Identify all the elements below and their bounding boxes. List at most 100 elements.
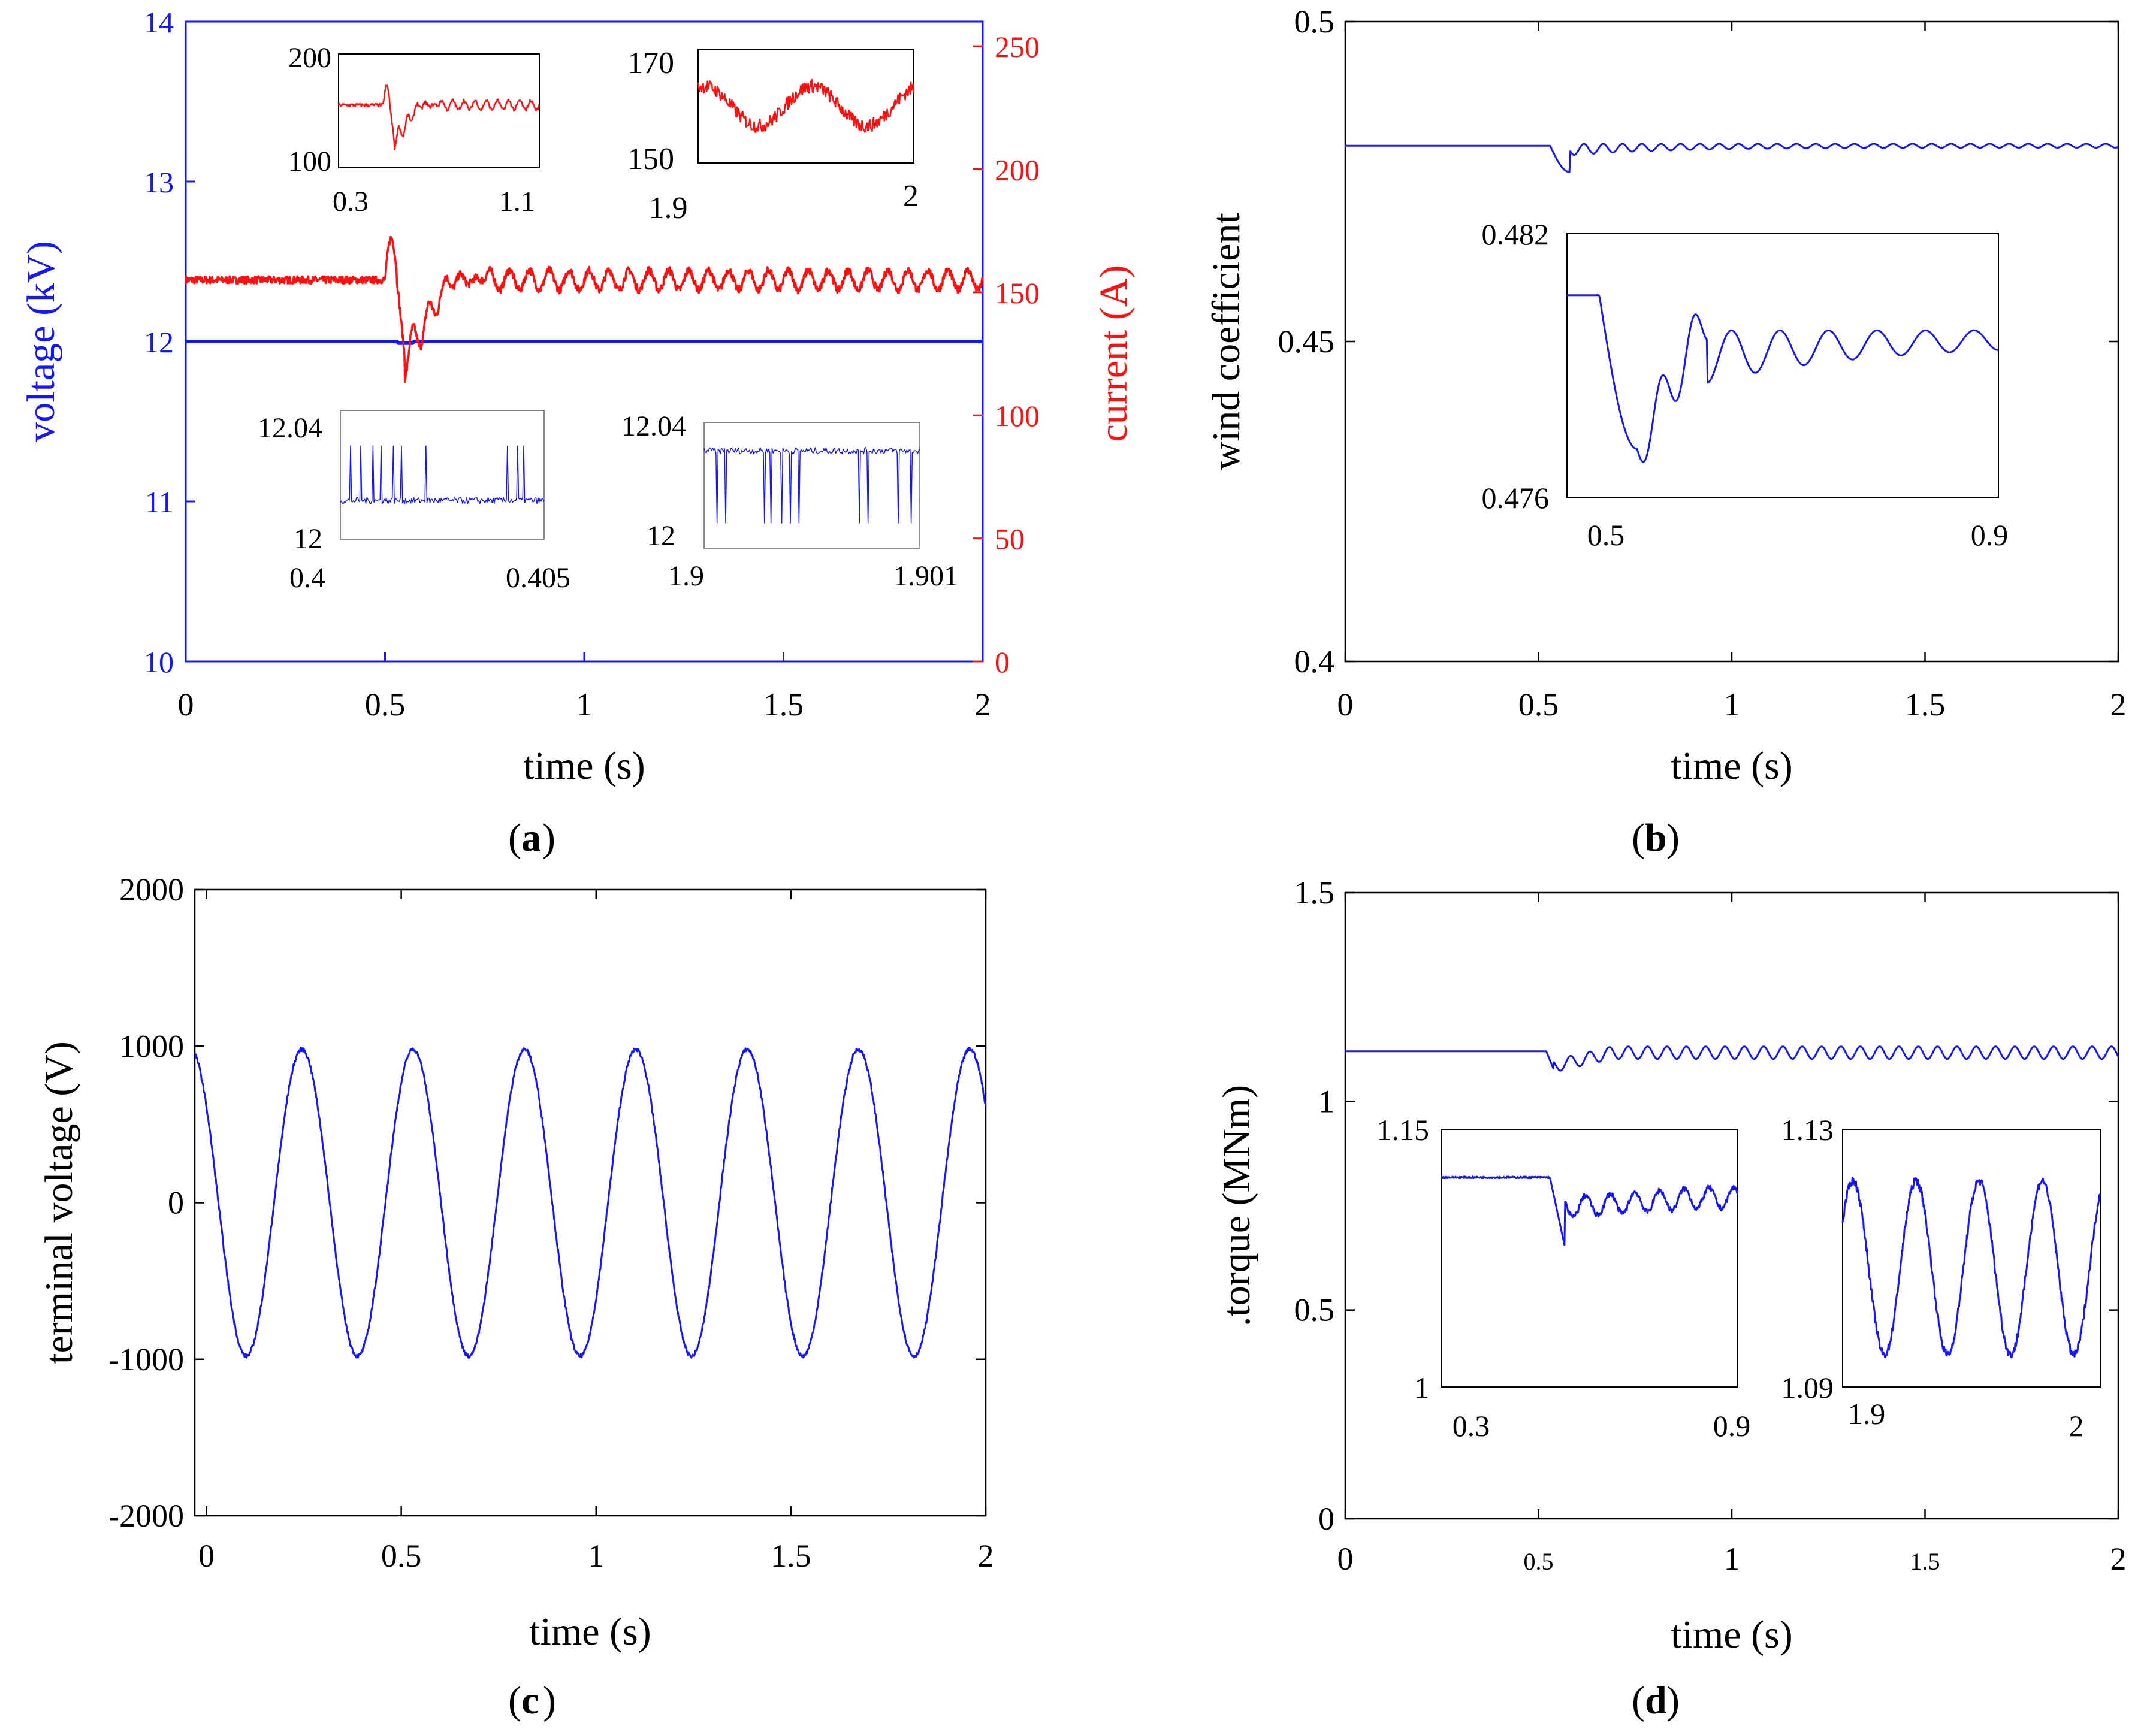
- plot-a-inset-a4-line: [703, 447, 920, 524]
- plot-c-ytick-label: 2000: [119, 872, 184, 908]
- plot-c-ylabel: terminal voltage (V): [37, 1041, 81, 1364]
- plot-b-inset-xtick: 0.9: [1971, 518, 2009, 552]
- plot-b-xtick-label: 2: [2110, 687, 2127, 723]
- plot-a-inset-a2-xtick: 1.9: [649, 191, 688, 225]
- panel-paren: (: [508, 1679, 521, 1722]
- plot-a-inset-a4-ytick: 12: [647, 520, 675, 552]
- panel-label-a: a: [521, 816, 541, 860]
- plot-c-xtick-label: 1: [588, 1538, 604, 1574]
- plot-b-frame: [1344, 20, 2119, 663]
- plot-a-series-voltage: [185, 340, 983, 345]
- plot-c-frame: [194, 888, 987, 1517]
- plot-a-ytick-label: 10: [144, 645, 174, 679]
- plot-a-inset-a2-xtick: 2: [903, 179, 919, 213]
- plot-b-ytick-label: 0.45: [1278, 324, 1335, 359]
- plot-d-inset-d1-frame: [1441, 1129, 1738, 1388]
- plot-d-xtick-label: 0: [1337, 1541, 1354, 1577]
- plot-b-inset-ytick: 0.476: [1482, 481, 1550, 515]
- plot-d-xtick-label: 1.5: [1910, 1548, 1940, 1575]
- plot-a-inset-a2-line: [697, 78, 915, 134]
- plot-a-inset-a1-xtick: 0.3: [333, 186, 369, 217]
- plot-b-xlabel: time (s): [1671, 744, 1792, 788]
- plot-a-inset-a3-xtick: 0.4: [289, 562, 325, 594]
- plot-d-ytick-label: 1: [1318, 1083, 1334, 1119]
- plot-d-ylabel: .torque (MNm): [1215, 1085, 1258, 1326]
- plot-d-inset-d1-ytick: 1.15: [1377, 1113, 1430, 1147]
- plot-b-inset-xtick: 0.5: [1587, 518, 1625, 552]
- plot-a-xtick-label: 2: [975, 687, 991, 723]
- plot-b-ytick-label: 0.4: [1294, 643, 1335, 679]
- plot-a-inset-a4-ytick: 12.04: [621, 410, 686, 442]
- plot-d-inset-d1-line: [1440, 1175, 1739, 1246]
- plot-c-ytick-label: 0: [168, 1185, 184, 1221]
- plot-a-ytick-right-label: 200: [995, 153, 1040, 186]
- panel-paren: (: [1632, 816, 1645, 860]
- plot-a-ytick-label: 13: [144, 165, 174, 199]
- plot-a-ytick-right-label: 250: [995, 30, 1040, 64]
- plot-a-inset-a1-ytick: 200: [288, 42, 331, 74]
- plot-c-xtick-label: 0.5: [381, 1538, 422, 1574]
- plot-a-inset-a3-frame: [340, 410, 545, 540]
- plot-c-ytick-label: 1000: [119, 1028, 184, 1064]
- plot-a-xtick-label: 0: [178, 687, 194, 723]
- plot-b-series-wind-coefficient: [1345, 143, 2119, 173]
- plot-a-ylabel: voltage (kV): [19, 241, 63, 442]
- plot-c-xtick-label: 0: [198, 1538, 215, 1574]
- plot-d-series-torque: [1345, 1045, 2119, 1072]
- plot-a-inset-a3-line: [340, 445, 545, 504]
- plot-b-inset-frame: [1566, 233, 1999, 498]
- plot-a-inset-a2-ytick: 150: [627, 142, 674, 176]
- plot-d-inset-d1-xtick: 0.3: [1453, 1409, 1490, 1443]
- panel-paren: (: [508, 816, 521, 860]
- plot-c-xlabel: time (s): [529, 1610, 651, 1654]
- plot-a-series-current: [185, 236, 984, 383]
- plot-b-inset-line: [1566, 294, 1999, 463]
- plot-a-ytick-label: 11: [145, 485, 174, 519]
- plot-b-xtick-label: 0.5: [1518, 687, 1559, 723]
- plot-a-ytick-label: 12: [144, 325, 174, 359]
- plot-d-inset-d1-ytick: 1: [1414, 1371, 1429, 1404]
- plot-a-ytick-right-label: 0: [995, 645, 1010, 679]
- plot-a-ytick-label: 14: [144, 5, 174, 39]
- panel-label-c: c: [521, 1679, 539, 1722]
- plot-a-ytick-right-label: 100: [995, 399, 1040, 433]
- plot-a-inset-a3-ytick: 12.04: [258, 412, 322, 444]
- plot-c-series-terminal-voltage: [194, 1047, 987, 1359]
- plot-d-inset-d1-xtick: 0.9: [1713, 1409, 1751, 1443]
- plot-b-xtick-label: 1.5: [1905, 687, 1946, 723]
- plot-a-ytick-right-label: 50: [995, 522, 1025, 556]
- plot-d-inset-d2-xtick: 1.9: [1848, 1397, 1886, 1431]
- plot-a-inset-a4-frame: [703, 422, 920, 549]
- panel-paren: (: [1632, 1679, 1645, 1722]
- plot-d-xlabel: time (s): [1671, 1613, 1792, 1657]
- plot-a-inset-a2-frame: [697, 49, 914, 164]
- plot-c-xtick-label: 1.5: [771, 1538, 811, 1574]
- plot-d-inset-d2-line: [1841, 1177, 2101, 1359]
- plot-a-inset-a4-xtick: 1.901: [893, 560, 958, 592]
- plot-d-inset-d2-frame: [1842, 1129, 2101, 1388]
- plot-a-inset-a4-xtick: 1.9: [668, 560, 704, 592]
- plot-c-ytick-label: -2000: [108, 1498, 184, 1534]
- plot-a-inset-a1-line: [337, 84, 540, 150]
- plot-a-inset-a1-xtick: 1.1: [499, 186, 535, 217]
- panel-paren: ): [542, 816, 555, 860]
- plot-a-xtick-label: 1: [576, 687, 593, 723]
- plot-d-xtick-label: 0.5: [1524, 1548, 1554, 1575]
- plot-a-ylabel-right: current (A): [1092, 265, 1136, 442]
- plot-d-ytick-label: 0.5: [1294, 1292, 1335, 1328]
- plot-a-inset-a1-ytick: 100: [288, 146, 331, 177]
- plot-a-xlabel: time (s): [523, 744, 645, 788]
- plot-b-ytick-label: 0.5: [1294, 4, 1335, 40]
- plot-d-inset-d2-xtick: 2: [2069, 1409, 2084, 1443]
- plot-d-ytick-label: 1.5: [1294, 875, 1335, 911]
- plot-d-xtick-label: 1: [1724, 1541, 1740, 1577]
- plot-c-xtick-label: 2: [978, 1538, 994, 1574]
- plot-a-xtick-label: 1.5: [763, 687, 804, 723]
- plot-b-xtick-label: 0: [1337, 687, 1354, 723]
- plot-a-inset-a3-xtick: 0.405: [506, 562, 570, 594]
- panel-paren: ): [543, 1679, 556, 1722]
- panel-label-b: b: [1645, 816, 1667, 860]
- plot-a-inset-a2-ytick: 170: [627, 46, 674, 80]
- plot-a-inset-a3-ytick: 12: [294, 523, 322, 555]
